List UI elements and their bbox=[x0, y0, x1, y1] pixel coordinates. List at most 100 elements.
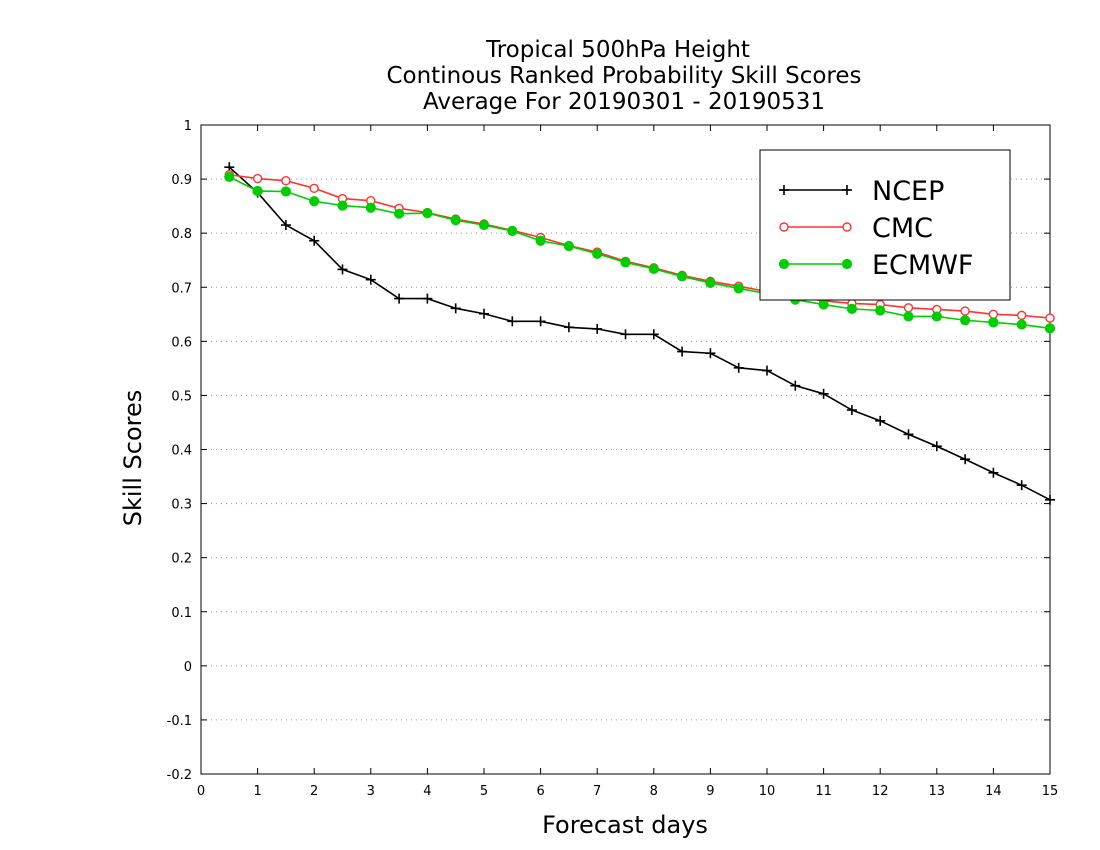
x-tick-label-13: 13 bbox=[929, 784, 946, 799]
y-tick-label-0: -0.2 bbox=[167, 768, 192, 783]
x-tick-label-2: 2 bbox=[310, 784, 318, 799]
y-tick-label-1: -0.1 bbox=[167, 714, 192, 729]
legend-marker-end-ncep bbox=[842, 185, 852, 195]
point-ncep-6 bbox=[394, 293, 405, 304]
x-tick-label-14: 14 bbox=[985, 784, 1002, 799]
point-ecmwf-26 bbox=[960, 315, 971, 326]
x-tick-label-0: 0 bbox=[197, 784, 205, 799]
y-tick-label-10: 0.8 bbox=[171, 227, 192, 242]
point-ecmwf-1 bbox=[252, 185, 263, 197]
point-ecmwf-28 bbox=[1016, 319, 1027, 330]
point-ncep-22 bbox=[846, 405, 857, 416]
axis-ticks: -0.2-0.100.10.20.30.40.50.60.70.80.910 1 2… bbox=[167, 119, 1059, 799]
point-ncep-24 bbox=[903, 429, 914, 440]
legend: NCEP CMC ECMWF bbox=[759, 149, 1011, 301]
point-ncep-25 bbox=[931, 441, 942, 452]
point-ncep-19 bbox=[762, 365, 772, 376]
point-ncep-13 bbox=[592, 323, 603, 334]
point-ecmwf-0 bbox=[224, 171, 235, 183]
x-tick-label-15: 15 bbox=[1042, 784, 1059, 799]
series-line-ncep bbox=[228, 166, 1051, 501]
x-tick-label-6: 6 bbox=[536, 784, 544, 799]
series-ncep bbox=[224, 162, 1055, 505]
point-cmc-28 bbox=[1017, 310, 1027, 321]
point-ecmwf-13 bbox=[592, 248, 603, 259]
x-tick-label-12: 12 bbox=[872, 784, 889, 799]
point-ecmwf-3 bbox=[309, 196, 320, 207]
point-ncep-26 bbox=[960, 454, 971, 465]
point-ecmwf-5 bbox=[365, 202, 376, 213]
y-tick-label-6: 0.4 bbox=[171, 444, 192, 459]
point-ncep-7 bbox=[422, 293, 433, 304]
chart-date-range: Average For 20190301 - 20190531 bbox=[423, 89, 825, 115]
point-ecmwf-23 bbox=[875, 305, 886, 316]
point-ecmwf-2 bbox=[280, 186, 291, 197]
point-ncep-9 bbox=[479, 308, 489, 319]
point-ncep-5 bbox=[365, 274, 376, 285]
point-ncep-18 bbox=[733, 362, 744, 373]
chart-title-group: Tropical 500hPa Height Continous Ranked … bbox=[386, 37, 861, 115]
point-ecmwf-29 bbox=[1044, 323, 1056, 334]
legend-item-cmc: CMC bbox=[779, 213, 933, 244]
point-cmc-29 bbox=[1045, 313, 1055, 323]
point-cmc-26 bbox=[960, 306, 970, 316]
point-ecmwf-8 bbox=[450, 215, 461, 226]
x-tick-label-11: 11 bbox=[815, 784, 832, 799]
series-layer bbox=[224, 162, 1056, 505]
point-ncep-20 bbox=[790, 380, 801, 391]
point-ncep-16 bbox=[677, 346, 688, 357]
x-tick-label-3: 3 bbox=[367, 784, 375, 799]
point-ncep-14 bbox=[620, 329, 631, 340]
point-ecmwf-10 bbox=[507, 225, 518, 237]
y-tick-label-4: 0.2 bbox=[171, 552, 192, 567]
point-ecmwf-6 bbox=[394, 208, 405, 219]
point-cmc-24 bbox=[903, 303, 914, 313]
legend-marker-start-ncep bbox=[779, 185, 789, 195]
point-ncep-4 bbox=[337, 264, 348, 275]
y-tick-label-8: 0.6 bbox=[171, 335, 192, 350]
x-tick-label-10: 10 bbox=[759, 784, 776, 799]
point-ncep-12 bbox=[563, 322, 574, 333]
x-tick-label-7: 7 bbox=[593, 784, 601, 799]
point-ncep-23 bbox=[875, 415, 886, 426]
legend-marker-end-cmc bbox=[842, 222, 852, 232]
point-ecmwf-12 bbox=[563, 241, 575, 252]
legend-item-ncep: NCEP bbox=[779, 176, 944, 207]
legend-label-ecmwf: ECMWF bbox=[872, 250, 973, 281]
x-tick-label-9: 9 bbox=[706, 784, 714, 799]
y-tick-label-2: 0 bbox=[184, 660, 192, 675]
point-ecmwf-16 bbox=[677, 271, 688, 282]
point-ncep-10 bbox=[507, 316, 518, 327]
point-ncep-29 bbox=[1045, 494, 1055, 505]
point-ecmwf-27 bbox=[988, 317, 999, 328]
point-ecmwf-15 bbox=[648, 263, 659, 274]
point-ncep-8 bbox=[450, 303, 461, 314]
point-cmc-27 bbox=[988, 309, 999, 319]
legend-marker-start-ecmwf bbox=[778, 258, 790, 270]
legend-box bbox=[759, 149, 1011, 301]
series-ecmwf bbox=[224, 171, 1056, 334]
point-ncep-2 bbox=[280, 220, 291, 231]
point-ecmwf-14 bbox=[620, 257, 631, 268]
x-tick-label-1: 1 bbox=[253, 784, 261, 799]
point-cmc-2 bbox=[281, 176, 291, 186]
y-axis-label: Skill Scores bbox=[119, 390, 147, 527]
point-ncep-28 bbox=[1016, 480, 1027, 491]
x-tick-label-5: 5 bbox=[480, 784, 488, 799]
point-ncep-27 bbox=[988, 467, 999, 478]
point-ecmwf-9 bbox=[478, 219, 490, 231]
point-ecmwf-21 bbox=[818, 299, 829, 310]
point-ecmwf-18 bbox=[733, 283, 744, 294]
x-tick-label-8: 8 bbox=[650, 784, 658, 799]
y-tick-label-3: 0.1 bbox=[171, 606, 192, 621]
point-ecmwf-11 bbox=[535, 235, 546, 246]
legend-marker-start-cmc bbox=[779, 222, 789, 232]
x-tick-label-4: 4 bbox=[423, 784, 431, 799]
legend-marker-end-ecmwf bbox=[841, 258, 853, 270]
point-ecmwf-4 bbox=[337, 200, 348, 211]
x-axis-label: Forecast days bbox=[542, 811, 708, 839]
point-ecmwf-22 bbox=[846, 303, 858, 314]
legend-item-ecmwf: ECMWF bbox=[778, 250, 973, 281]
y-tick-label-12: 1 bbox=[184, 119, 192, 134]
